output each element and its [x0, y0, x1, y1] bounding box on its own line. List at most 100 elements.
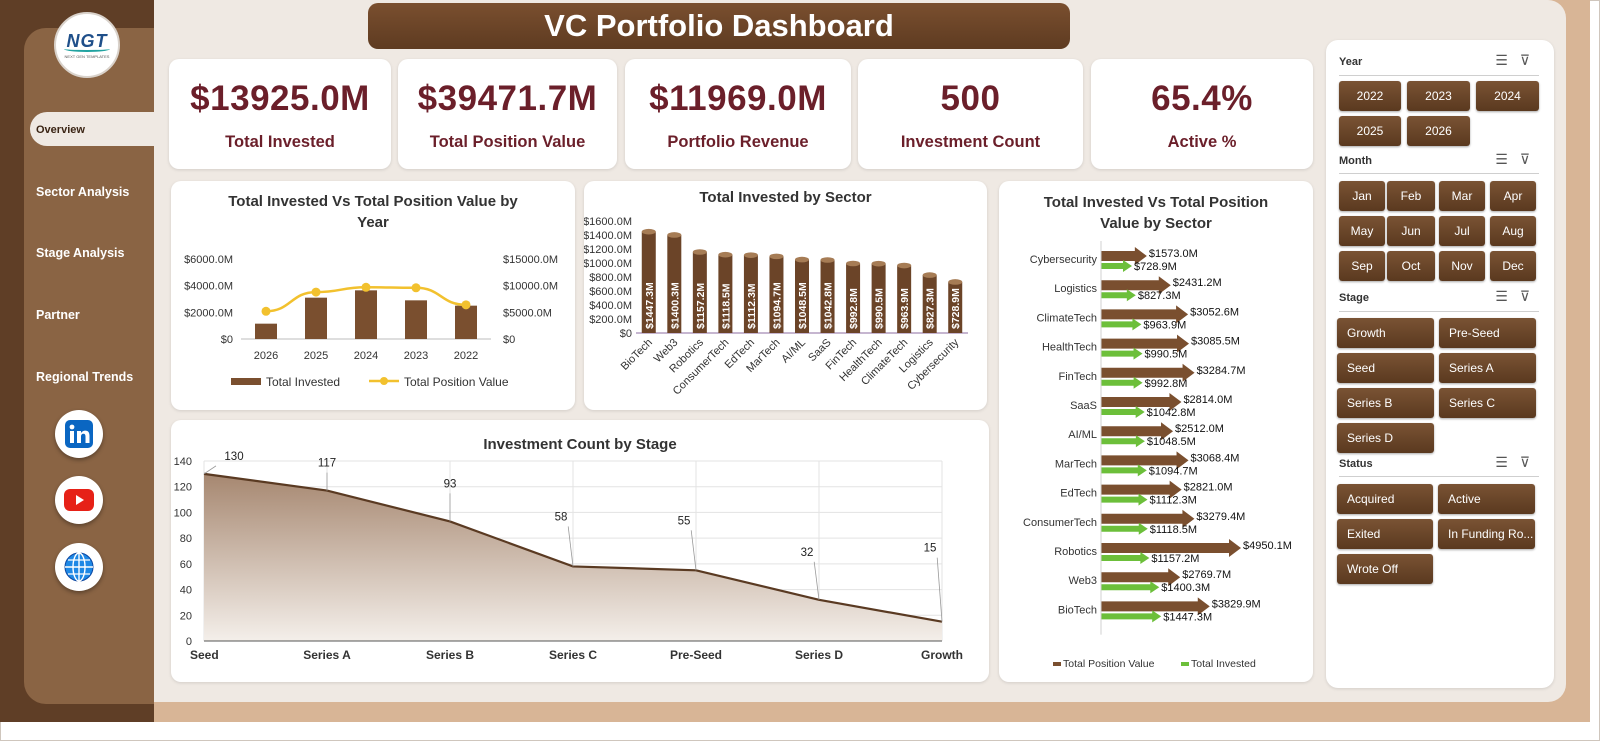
stage-chart: 0 20 40 60 80 100 120 140 130 Seed 117 Series A 93 Se… [174, 451, 963, 662]
y-tick-label: $600.0M [589, 286, 632, 298]
clear-filter-icon[interactable]: ⊽ [1519, 151, 1542, 167]
month-option-nov[interactable]: Nov [1439, 251, 1485, 281]
month-option-apr[interactable]: Apr [1490, 181, 1536, 211]
year-slicer-icons: ☰⊽ [1495, 52, 1542, 69]
nav-active-highlight [30, 112, 156, 146]
x-tick-label: 2024 [354, 350, 378, 362]
nav-partner[interactable]: Partner [36, 308, 80, 322]
year-option-2025[interactable]: 2025 [1339, 116, 1401, 146]
position-value-label: $3829.9M [1212, 598, 1261, 610]
month-option-sep[interactable]: Sep [1339, 251, 1385, 281]
month-option-feb[interactable]: Feb [1387, 181, 1435, 211]
y-left-tick-label: $6000.0M [184, 254, 233, 266]
stage-data-label: 58 [555, 511, 568, 523]
sector-bar-value-label: $1447.3M [644, 282, 656, 329]
month-option-dec[interactable]: Dec [1490, 251, 1536, 281]
sector-chart-title: Total Invested by Sector [699, 189, 872, 206]
year-option-2024[interactable]: 2024 [1476, 81, 1539, 111]
year-option-2022[interactable]: 2022 [1339, 81, 1401, 111]
y-right-tick-label: $10000.0M [503, 281, 558, 293]
month-option-oct[interactable]: Oct [1387, 251, 1435, 281]
status-option-exited[interactable]: Exited [1337, 519, 1433, 549]
stage-option-series-c[interactable]: Series C [1439, 388, 1536, 418]
invested-arrow [1101, 522, 1148, 535]
nav-overview[interactable]: Overview [36, 124, 85, 136]
month-option-mar[interactable]: Mar [1439, 181, 1485, 211]
year-option-2026[interactable]: 2026 [1407, 116, 1470, 146]
stage-data-label: 55 [678, 515, 691, 527]
y-right-tick-label: $0 [503, 334, 515, 346]
x-tick-label: 2025 [304, 350, 328, 362]
sector-bar-value-label: $963.9M [899, 288, 911, 329]
position-value-label: $3085.5M [1191, 336, 1240, 348]
linkedin-button[interactable] [55, 410, 103, 458]
invested-bar [455, 305, 477, 339]
month-option-jul[interactable]: Jul [1439, 216, 1485, 246]
y-tick-label: 60 [180, 559, 192, 571]
sector-bar-cap [667, 232, 682, 238]
y-right-tick-label: $5000.0M [503, 307, 552, 319]
sector-bar-value-label: $1118.5M [720, 283, 732, 329]
legend-invested-swatch [1181, 662, 1189, 666]
sector-bar-cap [871, 260, 886, 267]
x-tick-label: Series A [303, 648, 351, 662]
invested-label: $1400.3M [1161, 582, 1210, 594]
month-option-jan[interactable]: Jan [1339, 181, 1385, 211]
status-option-in-funding-round[interactable]: In Funding Ro... [1438, 519, 1535, 549]
position-value-label: $1573.0M [1149, 248, 1198, 260]
sector-bar [743, 255, 758, 333]
year-option-2023[interactable]: 2023 [1407, 81, 1470, 111]
y-tick-label: $1200.0M [584, 244, 632, 256]
sector-axis-label: FinTech [1058, 371, 1097, 383]
sector-bar-value-label: $728.9M [950, 288, 962, 329]
stage-option-series-d[interactable]: Series D [1337, 423, 1434, 453]
month-option-may[interactable]: May [1339, 216, 1385, 246]
sector-position-chart-card: Total Invested Vs Total Position Value b… [999, 181, 1313, 682]
position-value-arrow [1101, 539, 1241, 557]
multi-select-icon[interactable]: ☰ [1495, 288, 1520, 304]
multi-select-icon[interactable]: ☰ [1495, 454, 1520, 470]
position-value-label: $2431.2M [1173, 277, 1222, 289]
stage-slicer-divider [1339, 311, 1539, 312]
month-option-jun[interactable]: Jun [1387, 216, 1435, 246]
legend-invested-swatch [231, 378, 261, 385]
stage-option-growth[interactable]: Growth [1337, 318, 1434, 348]
sector-bar [846, 263, 861, 333]
sector-bar-cap [948, 279, 963, 285]
data-label-leader [690, 530, 697, 571]
sector-axis-label: Robotics [1054, 546, 1097, 558]
invested-label: $992.8M [1145, 378, 1188, 390]
sector-bar-value-label: $1400.3M [669, 282, 681, 329]
kpi-label: Active % [1167, 133, 1237, 151]
y-tick-label: 20 [180, 610, 192, 622]
multi-select-icon[interactable]: ☰ [1495, 52, 1520, 68]
kpi-card-total-invested: $13925.0M Total Invested [169, 59, 391, 169]
website-button[interactable] [55, 543, 103, 591]
month-option-aug[interactable]: Aug [1490, 216, 1536, 246]
stage-option-series-a[interactable]: Series A [1439, 353, 1536, 383]
stage-option-pre-seed[interactable]: Pre-Seed [1439, 318, 1536, 348]
year-chart-title: Total Invested Vs Total Position Value b… [228, 193, 518, 231]
sector-bar-cap [820, 257, 835, 263]
nav-regional-trends[interactable]: Regional Trends [36, 370, 134, 384]
y-left-tick-label: $0 [221, 334, 233, 346]
invested-arrow [1101, 347, 1143, 360]
status-option-acquired[interactable]: Acquired [1337, 484, 1433, 514]
clear-filter-icon[interactable]: ⊽ [1519, 454, 1542, 470]
clear-filter-icon[interactable]: ⊽ [1519, 52, 1542, 68]
status-option-active[interactable]: Active [1438, 484, 1535, 514]
kpi-card-active-percent: 65.4% Active % [1091, 59, 1313, 169]
multi-select-icon[interactable]: ☰ [1495, 151, 1520, 167]
sector-axis-label: BioTech [1058, 604, 1097, 616]
stage-option-seed[interactable]: Seed [1337, 353, 1434, 383]
clear-filter-icon[interactable]: ⊽ [1519, 288, 1542, 304]
status-option-wrote-off[interactable]: Wrote Off [1337, 554, 1433, 584]
sector-bar-value-label: $1157.2M [695, 283, 707, 329]
stage-option-series-b[interactable]: Series B [1337, 388, 1434, 418]
position-value-point [261, 306, 271, 316]
logo-swoosh [64, 46, 110, 52]
invested-arrow [1101, 581, 1160, 594]
youtube-button[interactable] [55, 476, 103, 524]
nav-stage-analysis[interactable]: Stage Analysis [36, 246, 125, 260]
nav-sector-analysis[interactable]: Sector Analysis [36, 185, 130, 199]
